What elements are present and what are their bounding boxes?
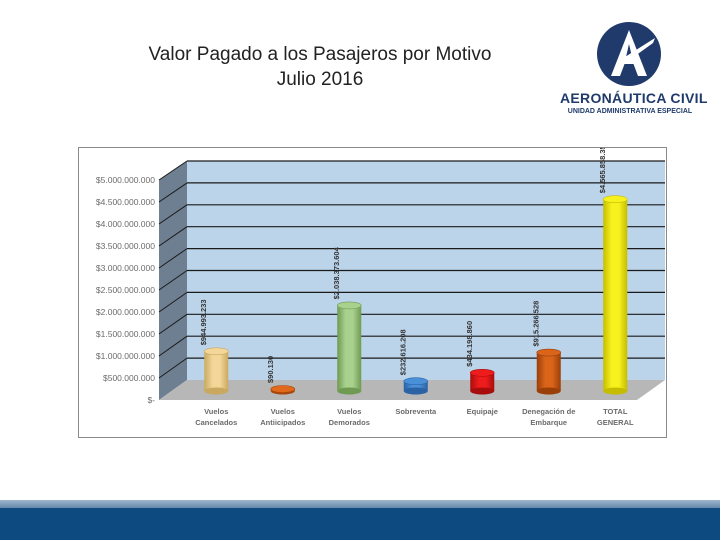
gridline-side (158, 248, 188, 269)
bar-base (337, 387, 362, 395)
bar-base (603, 387, 628, 395)
gridline-side (158, 291, 188, 313)
bar-top (270, 385, 296, 393)
y-tick-label: $- (147, 395, 155, 405)
bar-top (403, 377, 429, 386)
x-category-label: Vuelos (204, 407, 228, 416)
bar-base (403, 387, 428, 395)
gridline-side (158, 335, 188, 357)
bar-value-label: $944.993.233 (199, 299, 208, 345)
y-tick-label: $5.000.000.000 (96, 175, 155, 185)
y-tick-label: $3.000.000.000 (96, 263, 155, 273)
bar-1 (270, 385, 296, 395)
bar-5 (536, 348, 562, 395)
bar-value-label: $2.038.373.604 (332, 246, 341, 299)
bar-value-label: $4.565.858.353 (598, 148, 607, 193)
y-tick-label: $1.500.000.000 (96, 329, 155, 339)
footer-highlight (0, 500, 720, 509)
gridline-side (158, 357, 188, 379)
bar-2 (336, 301, 362, 395)
bar-base (470, 387, 495, 395)
gridline-side (158, 204, 188, 225)
aerocivil-logo: AERONÁUTICA CIVIL UNIDAD ADMINISTRATIVA … (560, 22, 708, 122)
bar-3 (403, 377, 429, 395)
chart-frame: $- $500.000.000 $1.000.000.000 $1.500.000.0… (78, 147, 667, 438)
bar-value-label: $232.616.208 (399, 329, 408, 375)
bar-body (603, 199, 628, 391)
slide-title: Valor Pagado a los Pasajeros por Motivo … (100, 42, 540, 92)
y-tick-label: $2.000.000.000 (96, 307, 155, 317)
logo-name: AERONÁUTICA CIVIL (560, 90, 708, 106)
bar-body (337, 305, 362, 391)
title-line-1: Valor Pagado a los Pasajeros por Motivo (148, 44, 492, 65)
gridline-side (158, 160, 188, 181)
y-tick-label: $500.000.000 (103, 373, 155, 383)
bar-value-label: $915.266.528 (532, 301, 541, 347)
x-category-label: Antiicipados (260, 418, 305, 427)
x-category-label: Cancelados (195, 418, 237, 427)
bar-top (536, 348, 562, 357)
x-category-label: Equipaje (467, 407, 498, 416)
bar-body (536, 352, 561, 391)
bar-base (536, 387, 561, 395)
bar-chart: $- $500.000.000 $1.000.000.000 $1.500.000.0… (96, 148, 665, 427)
gridline-side (158, 270, 188, 291)
y-tick-label: $1.000.000.000 (96, 351, 155, 361)
x-category-label: Sobreventa (395, 407, 437, 416)
aerocivil-a-emblem-icon (597, 22, 661, 86)
title-line-2: Julio 2016 (276, 69, 364, 90)
bar-body (403, 381, 428, 391)
bar-base (204, 387, 229, 395)
bar-value-label: $434.198.860 (465, 321, 474, 367)
bar-0 (203, 347, 229, 395)
x-category-label: Embarque (530, 418, 567, 427)
bar-value-label: $90.130 (266, 356, 275, 383)
bar-body (470, 372, 495, 391)
bar-top (336, 301, 362, 310)
x-category-label: Demorados (329, 418, 370, 427)
y-tick-label: $2.500.000.000 (96, 285, 155, 295)
bar-body (204, 351, 229, 391)
x-category-label: Vuelos (337, 407, 361, 416)
bar-top (203, 347, 229, 356)
x-category-label: GENERAL (597, 418, 634, 427)
bar-top (469, 368, 495, 377)
gridline-side (158, 182, 188, 203)
gridline-side (158, 313, 188, 335)
bar-4 (469, 368, 495, 395)
x-category-label: Denegación de (522, 407, 575, 416)
y-tick-label: $4.000.000.000 (96, 219, 155, 229)
x-category-label: TOTAL (603, 407, 628, 416)
y-tick-label: $4.500.000.000 (96, 197, 155, 207)
footer-band (0, 508, 720, 540)
y-tick-label: $3.500.000.000 (96, 241, 155, 251)
logo-subtitle: UNIDAD ADMINISTRATIVA ESPECIAL (567, 108, 693, 115)
bar-top (602, 195, 628, 204)
bar-6 (602, 195, 628, 395)
x-category-label: Vuelos (271, 407, 295, 416)
gridline-side (158, 226, 188, 247)
